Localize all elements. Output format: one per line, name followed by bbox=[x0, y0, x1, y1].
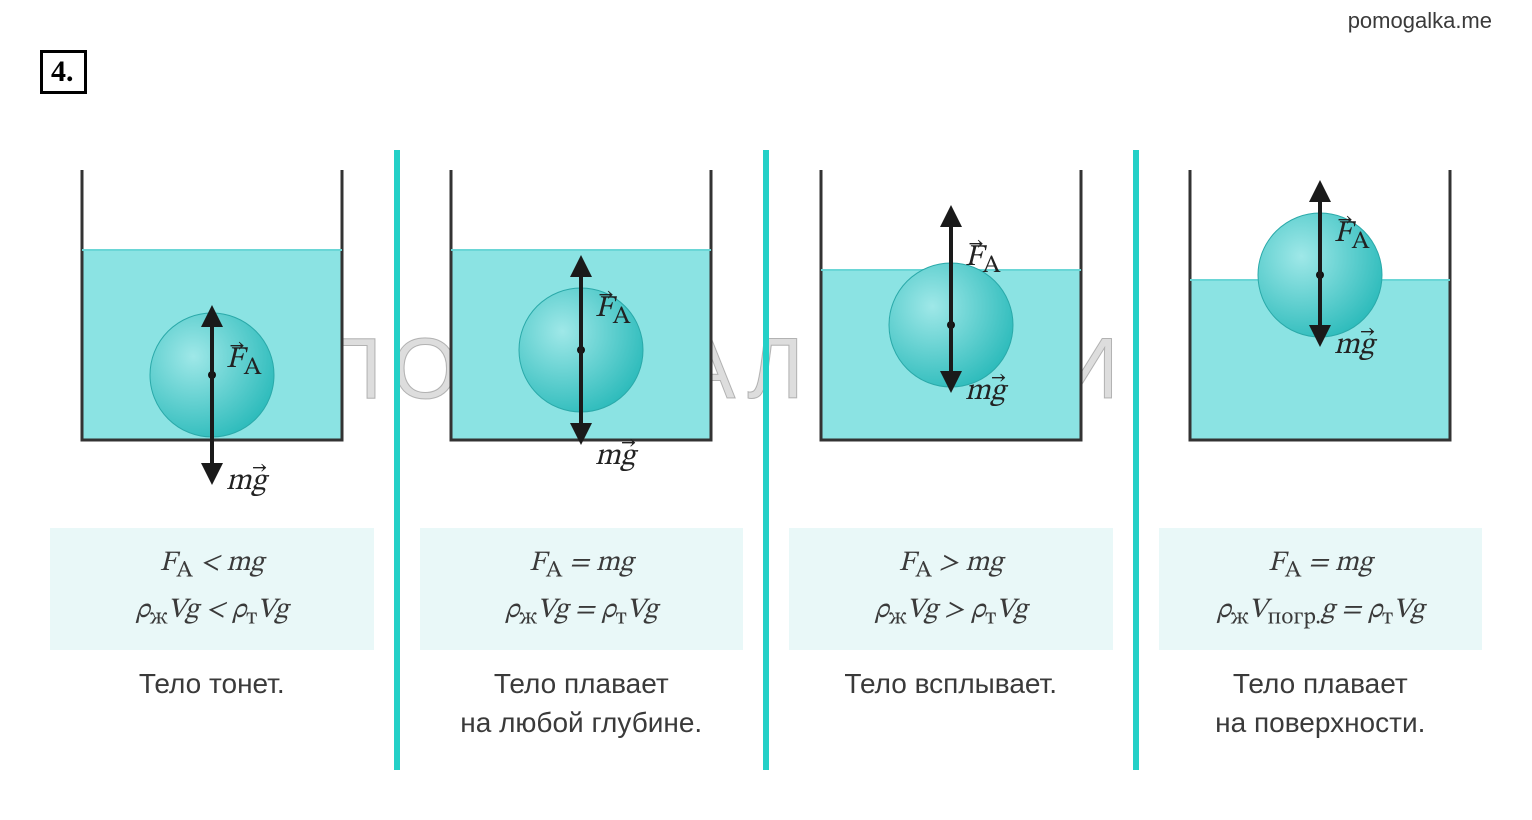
panel-sink: F⃗A mg⃗ FA < mgρжVg < ρтVg Тело тонет. bbox=[30, 150, 394, 703]
label-fa: F⃗A bbox=[226, 341, 316, 383]
diagram-wrap: F⃗A mg⃗ bbox=[789, 150, 1113, 510]
equations: FA > mgρжVg > ρтVg bbox=[789, 528, 1113, 650]
buoyancy-diagram: F⃗A mg⃗ bbox=[421, 150, 741, 510]
panel-neutral: F⃗A mg⃗ FA = mgρжVg = ρтVg Тело плаваетна л… bbox=[400, 150, 764, 742]
diagram-wrap: F⃗A mg⃗ bbox=[420, 150, 744, 510]
label-fa: F⃗A bbox=[595, 290, 685, 332]
panel-surface: F⃗A mg⃗ FA = mgρжVпогр.g = ρтVg Тело плавае… bbox=[1139, 150, 1503, 742]
label-fa: F⃗A bbox=[965, 239, 1055, 281]
equations: FA = mgρжVg = ρтVg bbox=[420, 528, 744, 650]
site-watermark: pomogalka.me bbox=[1348, 8, 1492, 34]
question-number-box: 4. bbox=[40, 50, 87, 94]
buoyancy-diagram: F⃗A mg⃗ bbox=[791, 150, 1111, 510]
question-number: 4. bbox=[51, 55, 74, 88]
diagram-wrap: F⃗A mg⃗ bbox=[1159, 150, 1483, 510]
caption: Тело плаваетна любой глубине. bbox=[460, 664, 702, 742]
panel-rise: F⃗A mg⃗ FA > mgρжVg > ρтVg Тело всплывает. bbox=[769, 150, 1133, 703]
label-mg: mg⃗ bbox=[965, 373, 1055, 411]
caption: Тело тонет. bbox=[139, 664, 285, 703]
panels-row: F⃗A mg⃗ FA < mgρжVg < ρтVg Тело тонет. F⃗A mg… bbox=[30, 150, 1502, 770]
label-mg: mg⃗ bbox=[595, 438, 685, 476]
label-fa: F⃗A bbox=[1334, 215, 1424, 257]
buoyancy-diagram: F⃗A mg⃗ bbox=[52, 150, 372, 510]
equations: FA < mgρжVg < ρтVg bbox=[50, 528, 374, 650]
equations: FA = mgρжVпогр.g = ρтVg bbox=[1159, 528, 1483, 650]
label-mg: mg⃗ bbox=[226, 463, 316, 501]
caption: Тело плаваетна поверхности. bbox=[1215, 664, 1425, 742]
buoyancy-diagram: F⃗A mg⃗ bbox=[1160, 150, 1480, 510]
caption: Тело всплывает. bbox=[844, 664, 1057, 703]
label-mg: mg⃗ bbox=[1334, 327, 1424, 365]
diagram-wrap: F⃗A mg⃗ bbox=[50, 150, 374, 510]
